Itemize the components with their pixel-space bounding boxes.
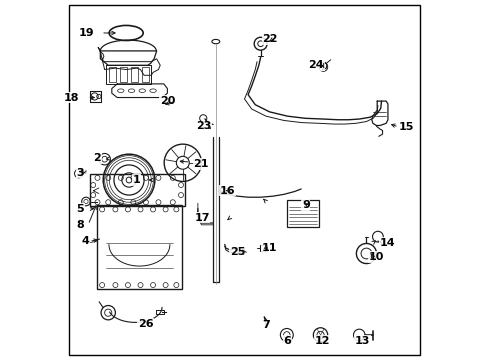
Bar: [131, 67, 138, 82]
Bar: [109, 67, 116, 82]
Text: 13: 13: [354, 336, 370, 346]
Text: 24: 24: [308, 60, 324, 70]
Text: 25: 25: [229, 247, 244, 257]
Text: 22: 22: [262, 35, 277, 44]
Text: 6: 6: [283, 336, 291, 346]
Text: 15: 15: [398, 122, 413, 132]
Bar: [142, 67, 148, 82]
Bar: [97, 205, 182, 289]
Text: 10: 10: [367, 252, 383, 262]
Bar: [120, 67, 127, 82]
Text: 7: 7: [262, 320, 269, 330]
Text: 14: 14: [379, 238, 395, 248]
Text: 9: 9: [301, 200, 309, 210]
Text: 11: 11: [261, 243, 277, 253]
Text: 12: 12: [314, 336, 330, 346]
Text: 1: 1: [132, 175, 140, 185]
Bar: [89, 174, 184, 206]
Text: 16: 16: [219, 186, 235, 196]
Text: 21: 21: [193, 159, 209, 169]
Text: 17: 17: [194, 213, 209, 222]
Text: 8: 8: [76, 220, 83, 230]
Bar: [259, 244, 267, 251]
Text: 2: 2: [93, 153, 101, 163]
Text: 4: 4: [81, 236, 89, 246]
Text: 18: 18: [64, 93, 80, 103]
Text: 23: 23: [196, 121, 211, 131]
Text: 20: 20: [160, 96, 175, 106]
Text: 5: 5: [76, 204, 83, 214]
Bar: [236, 247, 244, 252]
Text: 3: 3: [77, 168, 84, 178]
Bar: [220, 188, 226, 194]
Text: 26: 26: [138, 319, 153, 329]
Text: 19: 19: [78, 28, 94, 38]
Bar: [286, 201, 319, 227]
